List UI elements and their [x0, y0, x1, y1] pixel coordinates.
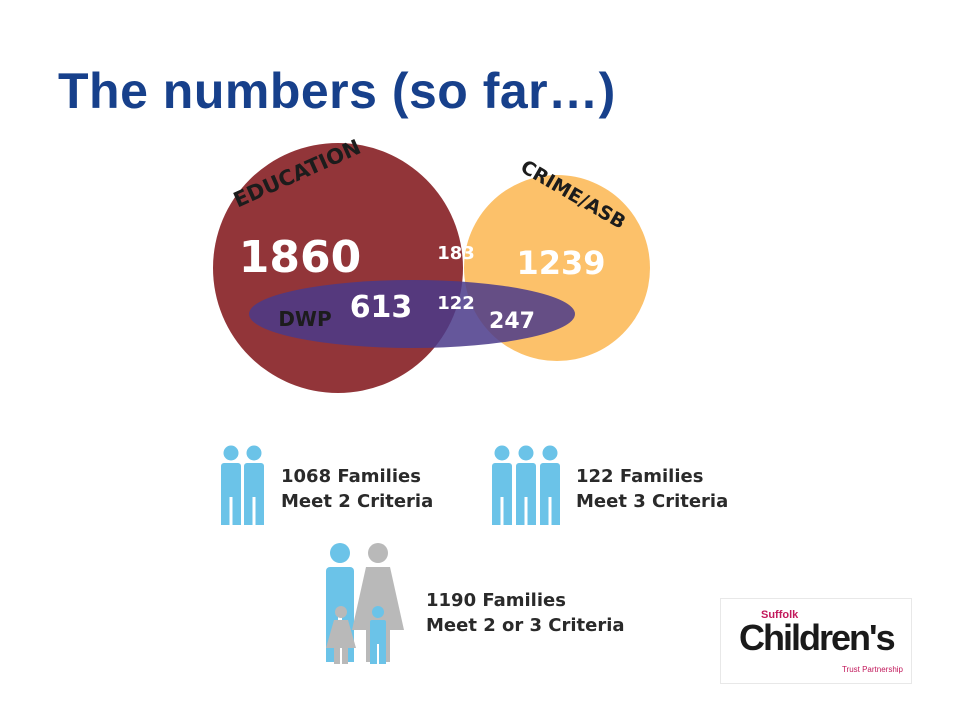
page-title: The numbers (so far…) [58, 63, 616, 119]
logo-small-text: Suffolk [761, 609, 799, 621]
stat-1-line2: Meet 2 Criteria [281, 491, 433, 512]
crime-asb-value: 1239 [516, 244, 605, 282]
overlap-education-crime-value: 183 [437, 243, 475, 264]
three-people-icon [492, 445, 560, 525]
logo-main-text: Children's [739, 617, 896, 658]
dwp-label: DWP [278, 307, 331, 331]
stat-3-line1: 1190 Families [426, 590, 566, 611]
suffolk-childrens-trust-logo: Suffolk Children's Trust Partnership [720, 598, 912, 684]
logo-sub-text: Trust Partnership [841, 665, 903, 674]
stat-2-line2: Meet 3 Criteria [576, 491, 728, 512]
family-icon [326, 543, 404, 664]
two-people-icon [221, 445, 264, 525]
dwp-ellipse [249, 280, 575, 348]
stat-2-line1: 122 Families [576, 466, 703, 487]
stat-1-line1: 1068 Families [281, 466, 421, 487]
stat-3-line2: Meet 2 or 3 Criteria [426, 615, 625, 636]
overlap-all-value: 122 [437, 293, 475, 314]
overlap-dwp-crime-value: 247 [489, 309, 535, 334]
education-value: 1860 [239, 232, 361, 283]
dwp-value: 613 [350, 290, 413, 325]
